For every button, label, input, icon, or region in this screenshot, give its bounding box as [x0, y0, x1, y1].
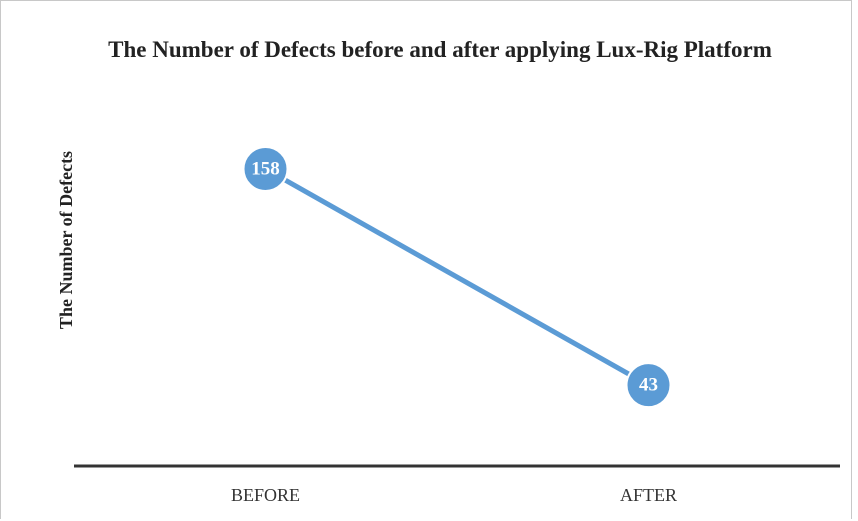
point-marker: [242, 145, 289, 192]
data-label: 43: [639, 375, 658, 396]
x-tick-label: BEFORE: [231, 485, 300, 505]
series-line: [264, 166, 650, 388]
y-axis-label: The Number of Defects: [56, 151, 76, 329]
x-tick-label: AFTER: [620, 485, 677, 505]
chart-title: The Number of Defects before and after a…: [108, 37, 772, 62]
data-label: 158: [251, 158, 280, 179]
point-marker: [625, 362, 672, 409]
